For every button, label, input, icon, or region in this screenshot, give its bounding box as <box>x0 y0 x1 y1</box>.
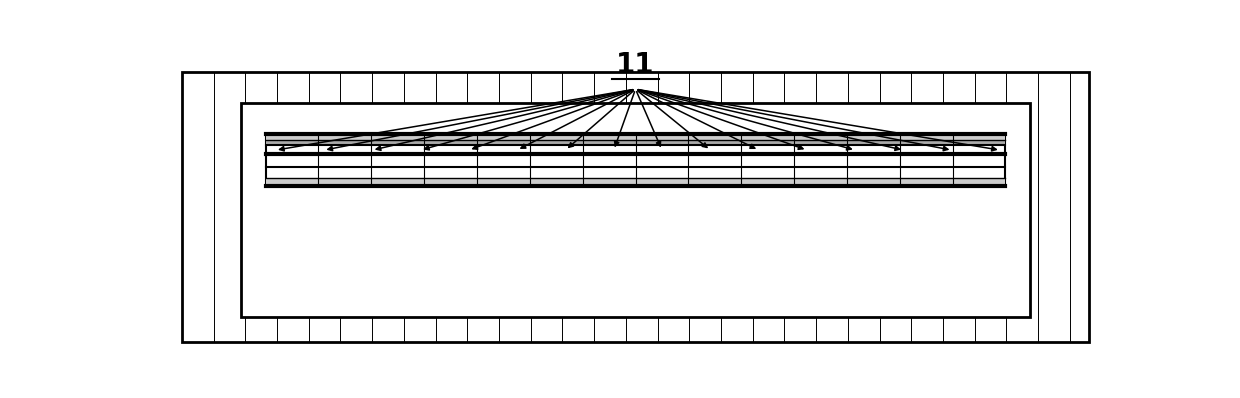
Bar <box>265 134 1006 185</box>
Bar <box>242 103 1029 318</box>
Bar <box>182 72 1089 342</box>
Bar <box>265 134 1006 140</box>
Bar <box>265 178 1006 185</box>
Bar <box>265 140 1006 145</box>
Text: 11: 11 <box>616 51 655 79</box>
